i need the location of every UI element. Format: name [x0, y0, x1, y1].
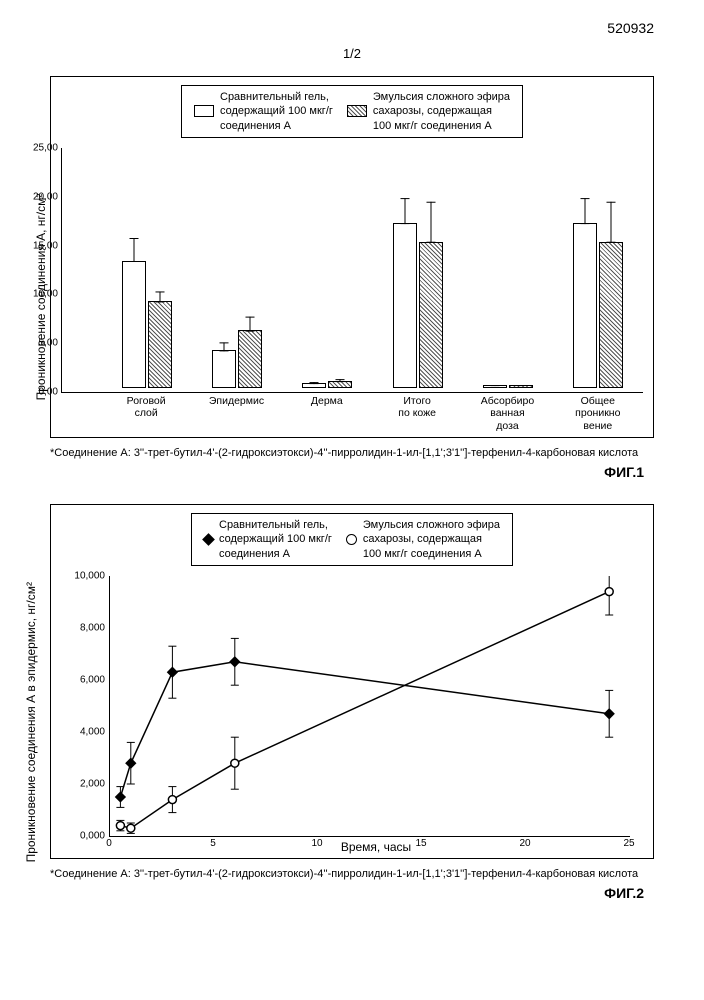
legend-swatch-gel	[194, 105, 214, 117]
bar-series2	[599, 242, 623, 388]
legend-text-gel-2: Сравнительный гель,содержащий 100 мкг/гс…	[219, 518, 332, 561]
bar-series1	[393, 223, 417, 388]
page-number: 520932	[20, 20, 654, 36]
bar-x-label: Дерма	[282, 393, 372, 433]
bar-series2	[509, 385, 533, 388]
bar-series1	[212, 350, 236, 388]
legend-marker-gel	[202, 533, 215, 546]
bar-series2	[419, 242, 443, 388]
line-chart-legend: Сравнительный гель,содержащий 100 мкг/гс…	[191, 513, 513, 566]
line-chart-svg	[109, 576, 630, 837]
line-chart-x-label: Время, часы	[61, 840, 643, 854]
bar-chart-plot: 0,005,0010,0015,0020,0025,00	[61, 148, 643, 393]
bar-series2	[328, 381, 352, 388]
bar-series1	[483, 385, 507, 388]
line-chart-y-label: Проникновение соединения А в эпидермис, …	[24, 572, 38, 872]
bar-series2	[148, 301, 172, 387]
legend-text-emulsion: Эмульсия сложного эфирасахарозы, содержа…	[373, 90, 510, 133]
bar-series2	[238, 330, 262, 388]
bar-chart-x-labels: РоговойслойЭпидермисДермаИтогопо кожеАбс…	[61, 393, 643, 433]
legend-swatch-emulsion	[347, 105, 367, 117]
sheet-number: 1/2	[20, 46, 684, 61]
figure-1-label: ФИГ.1	[20, 464, 644, 480]
bar-x-label: Общеепроникновение	[553, 393, 643, 433]
bar-chart-legend: Сравнительный гель,содержащий 100 мкг/гс…	[181, 85, 523, 138]
line-chart-container: Сравнительный гель,содержащий 100 мкг/гс…	[50, 504, 654, 859]
bar-series1	[302, 383, 326, 388]
bar-x-label: Абсорбированнаядоза	[462, 393, 552, 433]
legend-text-emulsion-2: Эмульсия сложного эфирасахарозы, содержа…	[363, 518, 500, 561]
bar-x-label: Эпидермис	[191, 393, 281, 433]
figure-2-label: ФИГ.2	[20, 885, 644, 901]
legend-text-gel: Сравнительный гель,содержащий 100 мкг/гс…	[220, 90, 333, 133]
bar-series1	[122, 261, 146, 388]
bar-x-label: Итогопо коже	[372, 393, 462, 433]
bar-series1	[573, 223, 597, 388]
footnote-2: *Соединение А: 3''-трет-бутил-4'-(2-гидр…	[50, 867, 654, 881]
bar-chart-container: Сравнительный гель,содержащий 100 мкг/гс…	[50, 76, 654, 438]
line-chart-plot: 0,0002,0004,0006,0008,00010,000 05101520…	[109, 576, 643, 836]
legend-marker-emulsion	[346, 534, 357, 545]
footnote-1: *Соединение А: 3''-трет-бутил-4'-(2-гидр…	[50, 446, 654, 460]
bar-x-label: Роговойслой	[101, 393, 191, 433]
